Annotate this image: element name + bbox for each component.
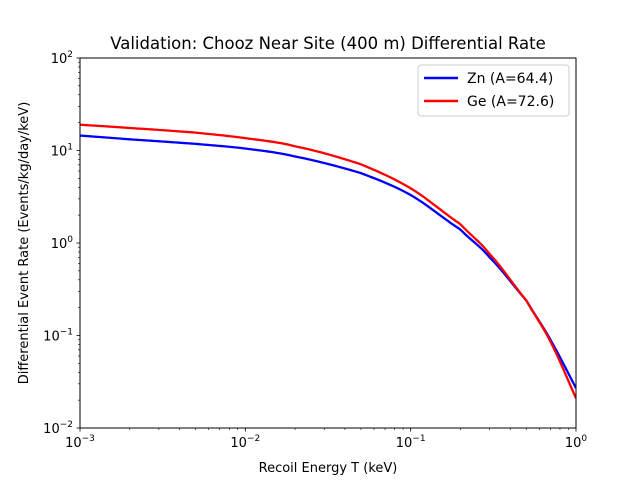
chart-title: Validation: Chooz Near Site (400 m) Diff… xyxy=(110,34,546,53)
legend-label-zn: Zn (A=64.4) xyxy=(467,71,553,87)
x-tick-label: 100 xyxy=(565,434,588,451)
x-tick-label: 10−1 xyxy=(396,434,426,451)
y-tick-label: 101 xyxy=(51,143,73,160)
x-tick-label: 10−2 xyxy=(230,434,260,451)
plot-frame xyxy=(79,57,577,429)
series-line-ge xyxy=(80,123,576,399)
y-tick-label: 10−2 xyxy=(43,420,73,437)
y-tick-label: 10−1 xyxy=(43,328,73,345)
legend-label-ge: Ge (A=72.6) xyxy=(467,94,554,110)
x-tick-label: 10−3 xyxy=(65,434,95,451)
y-tick-label: 100 xyxy=(51,235,74,252)
series-line-zn xyxy=(80,134,576,389)
y-tick-label: 102 xyxy=(51,50,73,67)
y-axis-label: Differential Event Rate (Events/kg/day/k… xyxy=(17,102,32,385)
legend: Zn (A=64.4) Ge (A=72.6) xyxy=(417,64,570,117)
series-lines xyxy=(80,123,576,399)
x-axis-label: Recoil Energy T (keV) xyxy=(259,461,398,476)
